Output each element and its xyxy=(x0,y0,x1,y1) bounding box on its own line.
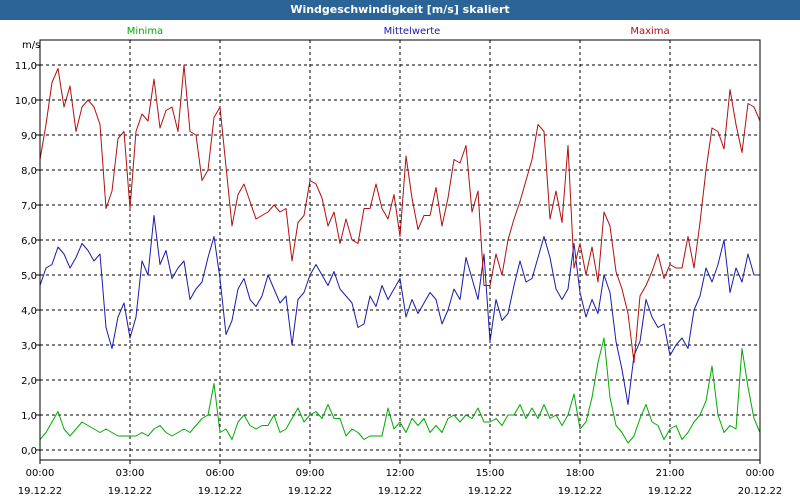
y-tick-label: 9,0 xyxy=(21,131,37,142)
series-group xyxy=(39,64,761,444)
y-tick-label: 0,0 xyxy=(21,446,37,457)
x-axis-ticks: 00:00 19.12.22 03:00 19.12.22 06:00 19.12.22 0… xyxy=(18,460,783,497)
y-tick-label: 3,0 xyxy=(21,341,37,352)
legend: Minima Mittelwerte Maxima xyxy=(127,26,670,37)
x-tick-date-label: 19.12.22 xyxy=(648,486,693,497)
x-tick-date-label: 19.12.22 xyxy=(288,486,333,497)
line-chart: m/s Minima Mittelwerte Maxima 0,0 1,0 2,0 3,0… xyxy=(0,20,800,500)
x-tick-time-label: 09:00 xyxy=(296,468,325,479)
x-tick-date-label: 19.12.22 xyxy=(378,486,423,497)
x-tick-date-label: 19.12.22 xyxy=(18,486,63,497)
y-tick-label: 4,0 xyxy=(21,306,37,317)
x-tick-date-label: 19.12.22 xyxy=(468,486,513,497)
x-tick-time-label: 18:00 xyxy=(566,468,595,479)
x-tick-time-label: 03:00 xyxy=(116,468,145,479)
x-tick-time-label: 12:00 xyxy=(386,468,415,479)
x-tick-time-label: 06:00 xyxy=(206,468,235,479)
series-line-maxima xyxy=(39,64,761,363)
x-tick-date-label: 20.12.22 xyxy=(738,486,783,497)
x-tick-time-label: 21:00 xyxy=(656,468,685,479)
y-tick-label: 10,0 xyxy=(15,96,37,107)
y-tick-label: 6,0 xyxy=(21,236,37,247)
x-tick-date-label: 19.12.22 xyxy=(558,486,603,497)
x-tick-date-label: 19.12.22 xyxy=(198,486,243,497)
y-axis-unit-label: m/s xyxy=(22,40,40,51)
plot-area-border xyxy=(39,39,761,461)
y-tick-label: 7,0 xyxy=(21,201,37,212)
x-tick-time-label: 15:00 xyxy=(476,468,505,479)
y-tick-label: 5,0 xyxy=(21,271,37,282)
y-tick-label: 11,0 xyxy=(15,61,37,72)
x-tick-time-label: 00:00 xyxy=(26,468,55,479)
chart-background xyxy=(0,20,800,500)
series-line-minima xyxy=(39,337,761,444)
y-tick-label: 1,0 xyxy=(21,411,37,422)
legend-entry-mittelwerte: Mittelwerte xyxy=(384,26,441,37)
legend-entry-maxima: Maxima xyxy=(630,26,669,37)
x-tick-date-label: 19.12.22 xyxy=(108,486,153,497)
legend-entry-minima: Minima xyxy=(127,26,163,37)
chart-title: Windgeschwindigkeit [m/s] skaliert xyxy=(0,0,800,20)
series-line-mittelwerte xyxy=(39,215,760,405)
x-tick-time-label: 00:00 xyxy=(746,468,775,479)
y-tick-label: 2,0 xyxy=(21,376,37,387)
y-tick-label: 8,0 xyxy=(21,166,37,177)
y-axis-ticks: 0,0 1,0 2,0 3,0 4,0 5,0 6,0 7,0 8,0 9,0 10,0 11,0 xyxy=(15,61,40,457)
